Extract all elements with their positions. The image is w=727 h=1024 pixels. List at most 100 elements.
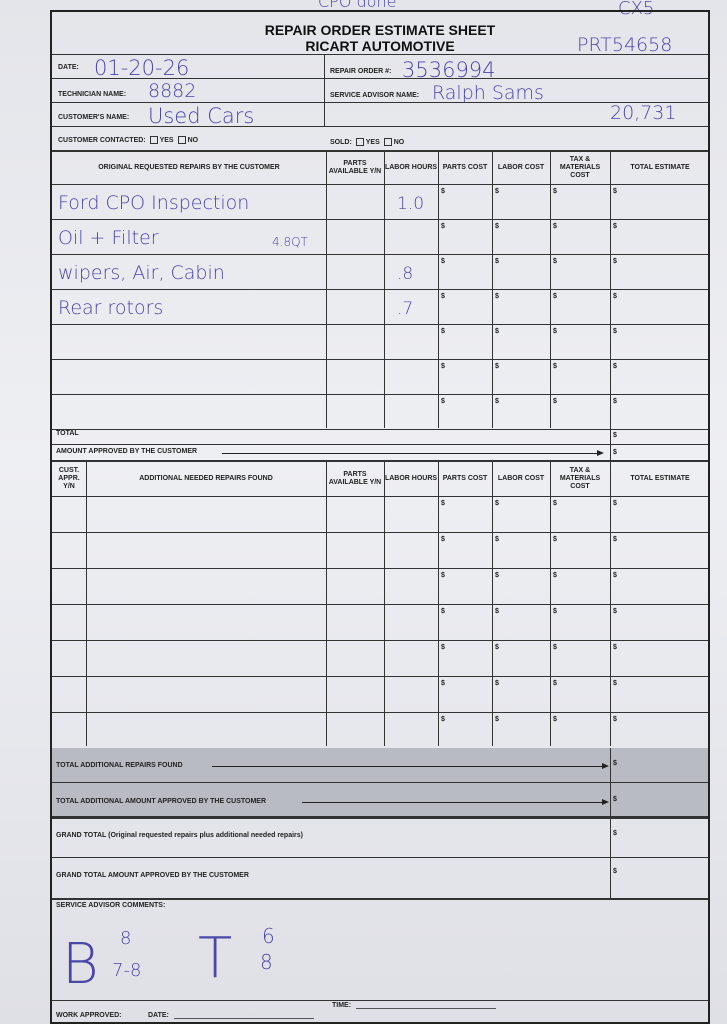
currency-sign: $	[495, 223, 499, 230]
currency-sign: $	[441, 398, 445, 405]
currency-sign: $	[553, 258, 557, 265]
currency-sign: $	[495, 293, 499, 300]
comment-b-top: 8	[120, 928, 132, 949]
repair-description[interactable]: Rear rotors	[58, 297, 164, 319]
additional-repair-row[interactable]: $ $ $ $	[52, 676, 710, 712]
sold-yes-checkbox[interactable]	[355, 138, 364, 146]
amount-approved-label: AMOUNT APPROVED BY THE CUSTOMER	[56, 448, 198, 455]
original-header-3: PARTS COST	[442, 164, 488, 171]
date-value[interactable]: 01-20-26	[94, 56, 190, 80]
customer-label: CUSTOMER'S NAME:	[58, 114, 130, 121]
additional-header-2: PARTS AVAILABLE Y/N	[328, 471, 382, 486]
currency-sign: $	[553, 293, 557, 300]
repair-note: 4.8QT	[272, 235, 308, 249]
currency-sign: $	[553, 716, 557, 723]
repair-description[interactable]: wipers, Air, Cabin	[58, 262, 225, 284]
total-additional-label: TOTAL ADDITIONAL REPAIRS FOUND	[56, 762, 183, 769]
currency-sign: $	[613, 258, 617, 265]
total-additional-approved-label: TOTAL ADDITIONAL AMOUNT APPROVED BY THE …	[56, 798, 267, 805]
currency-sign: $	[441, 500, 445, 507]
contacted-no-checkbox[interactable]	[177, 136, 186, 144]
footer-date-field[interactable]	[174, 1018, 314, 1019]
currency-sign: $	[613, 608, 617, 615]
repair-order-value[interactable]: 3536994	[402, 58, 496, 82]
currency-sign: $	[495, 398, 499, 405]
currency-sign: $	[441, 716, 445, 723]
additional-repair-row[interactable]: $ $ $ $	[52, 568, 710, 604]
currency-sign: $	[553, 398, 557, 405]
technician-label: TECHNICIAN NAME:	[58, 91, 127, 98]
currency-sign: $	[613, 680, 617, 687]
currency-sign: $	[441, 363, 445, 370]
comment-t: T	[198, 926, 233, 991]
currency-sign: $	[441, 328, 445, 335]
additional-repair-row[interactable]: $ $ $ $	[52, 496, 710, 532]
sold-no-checkbox[interactable]	[383, 138, 392, 146]
amount-approved-value: $	[613, 449, 617, 456]
contacted-label: CUSTOMER CONTACTED: YES NO	[58, 136, 199, 144]
currency-sign: $	[441, 223, 445, 230]
currency-sign: $	[553, 188, 557, 195]
additional-header-4: PARTS COST	[442, 475, 488, 482]
currency-sign: $	[553, 680, 557, 687]
original-repair-row[interactable]: $ $ $ $	[52, 394, 710, 429]
original-repair-row[interactable]: wipers, Air, Cabin .8 $ $ $ $	[52, 254, 710, 289]
currency-sign: $	[613, 293, 617, 300]
currency-sign: $	[553, 572, 557, 579]
original-repair-row[interactable]: $ $ $ $	[52, 324, 710, 359]
contacted-yes-checkbox[interactable]	[149, 136, 158, 144]
currency-sign: $	[495, 188, 499, 195]
currency-sign: $	[495, 608, 499, 615]
original-repair-row[interactable]: Rear rotors .7 $ $ $ $	[52, 289, 710, 324]
original-header-4: LABOR COST	[497, 164, 545, 171]
currency-sign: $	[441, 188, 445, 195]
currency-sign: $	[441, 258, 445, 265]
currency-sign: $	[613, 188, 617, 195]
additional-header-0: CUST. APPR. Y/N	[58, 467, 80, 490]
currency-sign: $	[613, 536, 617, 543]
currency-sign: $	[495, 500, 499, 507]
repair-description[interactable]: Ford CPO Inspection	[58, 192, 250, 214]
original-header-2: LABOR HOURS	[384, 164, 438, 171]
currency-sign: $	[613, 363, 617, 370]
technician-value[interactable]: 8882	[148, 80, 197, 102]
currency-sign: $	[553, 500, 557, 507]
additional-repair-row[interactable]: $ $ $ $	[52, 640, 710, 676]
currency-sign: $	[613, 223, 617, 230]
repair-order-label: REPAIR ORDER #:	[330, 68, 392, 75]
currency-sign: $	[553, 363, 557, 370]
comment-t-bottom: 8	[260, 950, 273, 974]
advisor-label: SERVICE ADVISOR NAME:	[330, 92, 420, 99]
company-name: RICART AUTOMOTIVE	[305, 38, 455, 54]
additional-header-3: LABOR HOURS	[384, 475, 438, 482]
repair-description[interactable]: Oil + Filter	[58, 227, 159, 249]
form-title: REPAIR ORDER ESTIMATE SHEET	[264, 22, 496, 38]
additional-repair-row[interactable]: $ $ $ $	[52, 712, 710, 748]
original-repair-row[interactable]: $ $ $ $	[52, 359, 710, 394]
stock-number: PRT54658	[577, 34, 673, 56]
comments-label: SERVICE ADVISOR COMMENTS:	[56, 902, 166, 909]
repair-order-form: REPAIR ORDER ESTIMATE SHEET RICART AUTOM…	[50, 10, 710, 1024]
sold-label: SOLD: YES NO	[330, 138, 405, 146]
mileage-value: 20,731	[610, 102, 677, 124]
currency-sign: $	[495, 644, 499, 651]
comments-area[interactable]: B 8 7-8 T 6 8	[52, 912, 710, 1002]
labor-hours[interactable]: .8	[397, 264, 414, 284]
comment-t-top: 6	[262, 924, 275, 948]
advisor-value[interactable]: Ralph Sams	[432, 82, 544, 104]
original-repair-row[interactable]: Oil + Filter 4.8QT $ $ $ $	[52, 219, 710, 254]
footer-time-field[interactable]	[356, 1008, 496, 1009]
currency-sign: $	[441, 572, 445, 579]
currency-sign: $	[553, 223, 557, 230]
customer-value[interactable]: Used Cars	[148, 104, 255, 128]
labor-hours[interactable]: .7	[397, 299, 414, 319]
additional-repair-row[interactable]: $ $ $ $	[52, 532, 710, 568]
original-total-value: $	[613, 432, 617, 439]
currency-sign: $	[495, 716, 499, 723]
total-additional-value: $	[613, 760, 617, 767]
labor-hours[interactable]: 1.0	[397, 194, 425, 214]
additional-repair-row[interactable]: $ $ $ $	[52, 604, 710, 640]
original-repair-row[interactable]: Ford CPO Inspection 1.0 $ $ $ $	[52, 184, 710, 219]
top-note: CPO done	[318, 0, 397, 11]
